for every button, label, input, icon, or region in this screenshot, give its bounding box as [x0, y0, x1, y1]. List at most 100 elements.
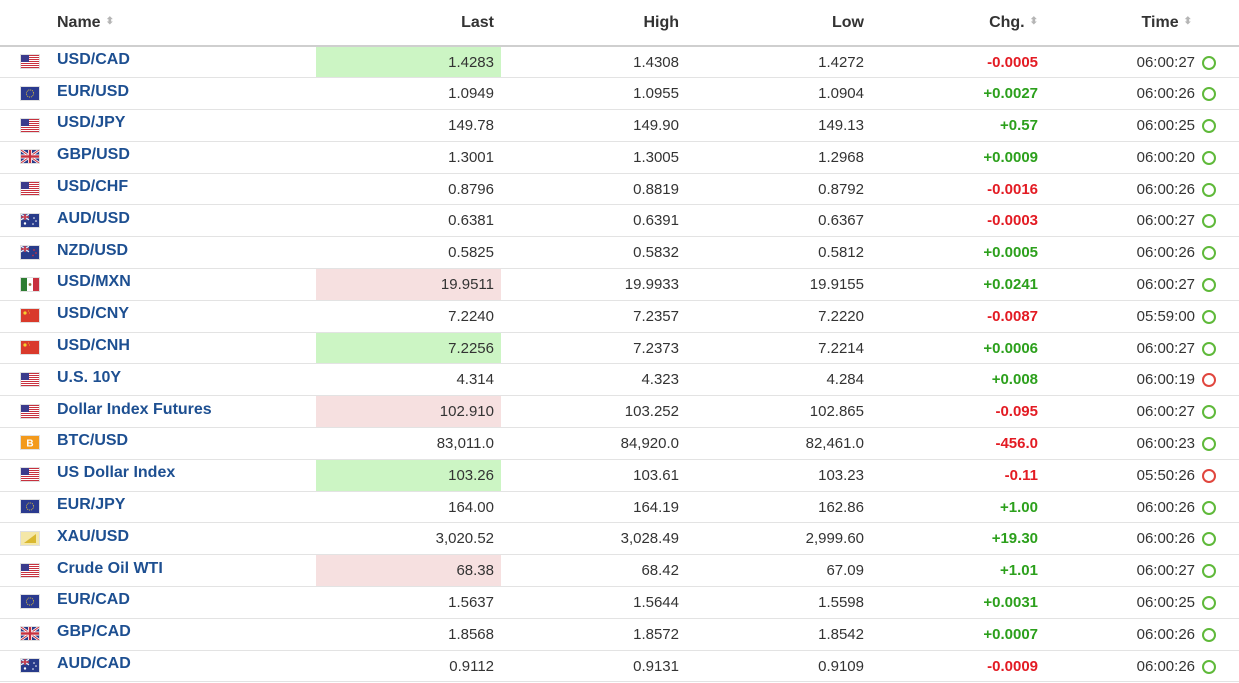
change-cell: +0.57 — [871, 110, 1045, 142]
header-flag — [0, 0, 57, 46]
low-price-cell: 0.9109 — [818, 657, 864, 675]
flag-cell — [0, 141, 57, 173]
instrument-link[interactable]: XAU/USD — [57, 527, 130, 545]
instrument-link[interactable]: EUR/CAD — [57, 591, 130, 609]
high-price-cell: 103.252 — [624, 403, 679, 421]
instrument-link[interactable]: USD/CHF — [57, 178, 129, 196]
status-cell — [1199, 110, 1239, 142]
sort-icon[interactable]: ⬍ — [105, 16, 114, 28]
table-header-row: Name ⬍ Last High Low Chg. ⬍ Time ⬍ — [0, 0, 1239, 46]
high-price-cell: 0.9131 — [633, 657, 679, 675]
instrument-link[interactable]: USD/JPY — [57, 114, 126, 132]
name-cell: AUD/CAD — [57, 650, 316, 682]
header-status — [1199, 0, 1239, 46]
instrument-link[interactable]: Crude Oil WTI — [57, 559, 163, 577]
market-open-icon — [1202, 405, 1216, 420]
table-row[interactable]: Dollar Index Futures 102.910 103.252 102.86… — [0, 395, 1239, 428]
flag-cell — [0, 46, 57, 78]
table-row[interactable]: NZD/USD 0.5825 0.5832 0.5812 +0.0005 06:00:26 — [0, 237, 1239, 269]
low-price-cell: 0.6367 — [818, 212, 864, 230]
flag-cell — [0, 173, 57, 205]
change-value: -0.095 — [995, 403, 1038, 421]
market-open-icon — [1202, 246, 1216, 261]
low-price-cell: 7.2214 — [818, 339, 864, 357]
instrument-link[interactable]: AUD/CAD — [57, 655, 131, 673]
table-row[interactable]: EUR/JPY 164.00 164.19 162.86 +1.00 06:00:26 — [0, 491, 1239, 523]
table-row[interactable]: US Dollar Index 103.26 103.61 103.23 -0.11 05… — [0, 459, 1239, 492]
table-row[interactable]: AUD/CAD 0.9112 0.9131 0.9109 -0.0009 06:00:26 — [0, 650, 1239, 682]
low-price-cell: 102.865 — [809, 403, 864, 421]
name-cell: USD/CNH — [57, 332, 316, 364]
flag-cell — [0, 269, 57, 301]
instrument-link[interactable]: Dollar Index Futures — [57, 400, 212, 418]
status-cell — [1199, 237, 1239, 269]
change-cell: +19.30 — [871, 523, 1045, 555]
table-row[interactable]: U.S. 10Y 4.314 4.323 4.284 +0.008 06:00:19 — [0, 364, 1239, 396]
low-price-cell: 82,461.0 — [805, 434, 864, 452]
change-value: +0.0031 — [983, 593, 1038, 611]
sort-icon[interactable]: ⬍ — [1029, 16, 1038, 28]
instrument-link[interactable]: US Dollar Index — [57, 464, 176, 482]
column-header-chg-label: Chg. — [989, 13, 1025, 31]
table-row[interactable]: EUR/USD 1.0949 1.0955 1.0904 +0.0027 06:00:26 — [0, 78, 1239, 110]
last-price-cell: 0.8796 — [448, 180, 494, 198]
high-price-cell: 1.5644 — [633, 593, 679, 611]
instrument-link[interactable]: EUR/JPY — [57, 496, 126, 514]
instrument-link[interactable]: USD/MXN — [57, 273, 131, 291]
table-row[interactable]: AUD/USD 0.6381 0.6391 0.6367 -0.0003 06:00:27 — [0, 205, 1239, 237]
table-row[interactable]: USD/CHF 0.8796 0.8819 0.8792 -0.0016 06:00:26 — [0, 173, 1239, 205]
instrument-link[interactable]: AUD/USD — [57, 209, 130, 227]
table-row[interactable]: USD/MXN 19.9511 19.9933 19.9155 +0.0241 06:00… — [0, 268, 1239, 301]
table-row[interactable]: USD/CNY 7.2240 7.2357 7.2220 -0.0087 05:59:00 — [0, 300, 1239, 333]
column-header-time[interactable]: Time ⬍ — [1045, 0, 1199, 46]
change-cell: +0.0031 — [871, 587, 1045, 619]
sort-icon[interactable]: ⬍ — [1183, 16, 1192, 28]
column-header-name[interactable]: Name ⬍ — [57, 0, 316, 46]
nz-flag-icon — [21, 245, 39, 259]
instrument-link[interactable]: USD/CAD — [57, 51, 130, 69]
high-price-cell: 1.0955 — [633, 85, 679, 103]
eu-flag-icon — [21, 86, 39, 100]
low-price-cell: 1.5598 — [818, 593, 864, 611]
name-cell: USD/CHF — [57, 173, 316, 205]
uk-flag-icon — [21, 150, 39, 164]
table-row[interactable]: GBP/USD 1.3001 1.3005 1.2968 +0.0009 06:00:20 — [0, 141, 1239, 174]
high-price-cell: 0.5832 — [633, 244, 679, 262]
change-cell: +0.0241 — [871, 269, 1045, 301]
instrument-link[interactable]: GBP/USD — [57, 146, 130, 164]
instrument-link[interactable]: USD/CNY — [57, 305, 130, 323]
instrument-link[interactable]: BTC/USD — [57, 432, 129, 450]
bitcoin-icon: B — [21, 436, 39, 450]
time-cell: 06:00:27 — [1136, 339, 1195, 357]
flag-cell — [0, 205, 57, 237]
market-open-icon — [1202, 278, 1216, 292]
instrument-link[interactable]: USD/CNH — [57, 337, 130, 355]
change-value: -0.0003 — [987, 212, 1038, 230]
us-flag-icon — [21, 182, 39, 196]
instrument-link[interactable]: EUR/USD — [57, 82, 130, 100]
instrument-link[interactable]: U.S. 10Y — [57, 368, 122, 386]
change-cell: -0.095 — [871, 396, 1045, 428]
table-row[interactable]: XAU/USD 3,020.52 3,028.49 2,999.60 +19.30 06:… — [0, 523, 1239, 555]
column-header-chg[interactable]: Chg. ⬍ — [871, 0, 1045, 46]
flag-cell — [0, 618, 57, 650]
table-row[interactable]: Crude Oil WTI 68.38 68.42 67.09 +1.01 06:00:2… — [0, 554, 1239, 587]
last-price-cell: 7.2240 — [448, 307, 494, 325]
table-row[interactable]: GBP/CAD 1.8568 1.8572 1.8542 +0.0007 06:00:26 — [0, 618, 1239, 651]
table-row[interactable]: USD/CNH 7.2256 7.2373 7.2214 +0.0006 06:00:27 — [0, 332, 1239, 364]
last-price-cell: 1.4283 — [316, 46, 501, 78]
name-cell: Crude Oil WTI — [57, 555, 316, 587]
market-open-icon — [1202, 627, 1216, 642]
market-open-icon — [1202, 87, 1216, 102]
table-row[interactable]: EUR/CAD 1.5637 1.5644 1.5598 +0.0031 06:00:25 — [0, 587, 1239, 619]
market-closed-icon — [1202, 373, 1216, 388]
market-open-icon — [1202, 214, 1216, 229]
instrument-link[interactable]: GBP/CAD — [57, 623, 131, 641]
market-open-icon — [1202, 532, 1216, 547]
instrument-link[interactable]: NZD/USD — [57, 241, 129, 259]
table-row[interactable]: B BTC/USD 83,011.0 84,920.0 82,461.0 -456.0 06… — [0, 428, 1239, 460]
table-row[interactable]: USD/CAD 1.4283 1.4308 1.4272 -0.0005 06:00:27 — [0, 46, 1239, 78]
table-row[interactable]: USD/JPY 149.78 149.90 149.13 +0.57 06:00:25 — [0, 110, 1239, 142]
time-cell: 06:00:26 — [1136, 625, 1195, 643]
change-value: +19.30 — [991, 530, 1038, 548]
